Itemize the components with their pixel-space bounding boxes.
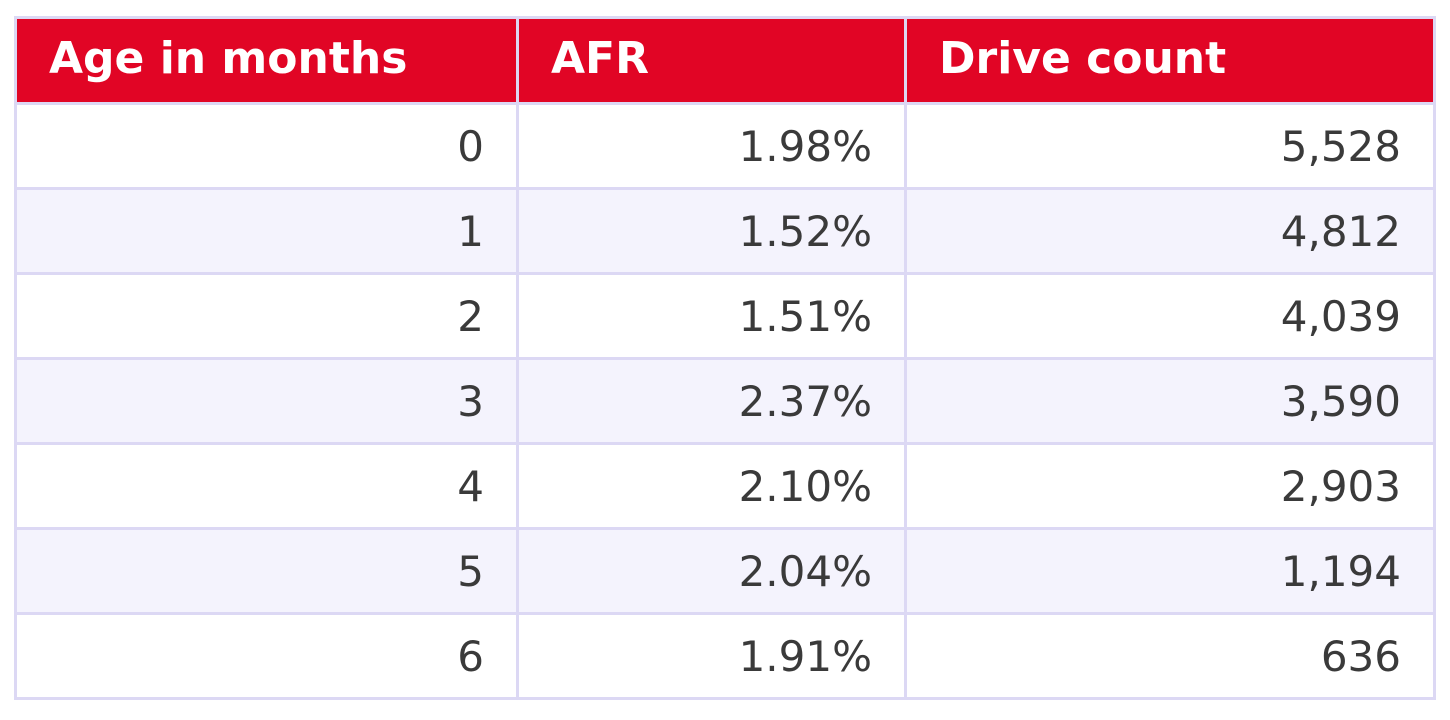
cell-afr: 2.37% <box>516 357 907 445</box>
cell-age: 0 <box>14 102 519 190</box>
table-row: 1 1.52% 4,812 <box>14 187 1436 275</box>
cell-afr: 1.52% <box>516 187 907 275</box>
table-row: 0 1.98% 5,528 <box>14 102 1436 190</box>
cell-age: 3 <box>14 357 519 445</box>
table-row: 4 2.10% 2,903 <box>14 442 1436 530</box>
cell-drive-count: 1,194 <box>904 527 1436 615</box>
cell-age: 1 <box>14 187 519 275</box>
cell-drive-count: 4,812 <box>904 187 1436 275</box>
column-header-age: Age in months <box>14 16 519 105</box>
cell-age: 5 <box>14 527 519 615</box>
column-header-afr: AFR <box>516 16 907 105</box>
cell-afr: 1.91% <box>516 612 907 700</box>
cell-afr: 1.98% <box>516 102 907 190</box>
cell-drive-count: 4,039 <box>904 272 1436 360</box>
drive-afr-table: Age in months AFR Drive count 0 1.98% 5,… <box>14 16 1436 700</box>
table-row: 2 1.51% 4,039 <box>14 272 1436 360</box>
table-header: Age in months AFR Drive count <box>14 16 1436 105</box>
cell-drive-count: 5,528 <box>904 102 1436 190</box>
cell-age: 2 <box>14 272 519 360</box>
table-container: Age in months AFR Drive count 0 1.98% 5,… <box>14 16 1436 704</box>
header-row: Age in months AFR Drive count <box>14 16 1436 105</box>
cell-age: 6 <box>14 612 519 700</box>
cell-drive-count: 3,590 <box>904 357 1436 445</box>
table-row: 6 1.91% 636 <box>14 612 1436 700</box>
table-body: 0 1.98% 5,528 1 1.52% 4,812 2 1.51% 4,03… <box>14 102 1436 700</box>
cell-drive-count: 2,903 <box>904 442 1436 530</box>
column-header-drive-count: Drive count <box>904 16 1436 105</box>
table-row: 3 2.37% 3,590 <box>14 357 1436 445</box>
table-row: 5 2.04% 1,194 <box>14 527 1436 615</box>
cell-age: 4 <box>14 442 519 530</box>
cell-afr: 2.04% <box>516 527 907 615</box>
cell-drive-count: 636 <box>904 612 1436 700</box>
cell-afr: 2.10% <box>516 442 907 530</box>
cell-afr: 1.51% <box>516 272 907 360</box>
